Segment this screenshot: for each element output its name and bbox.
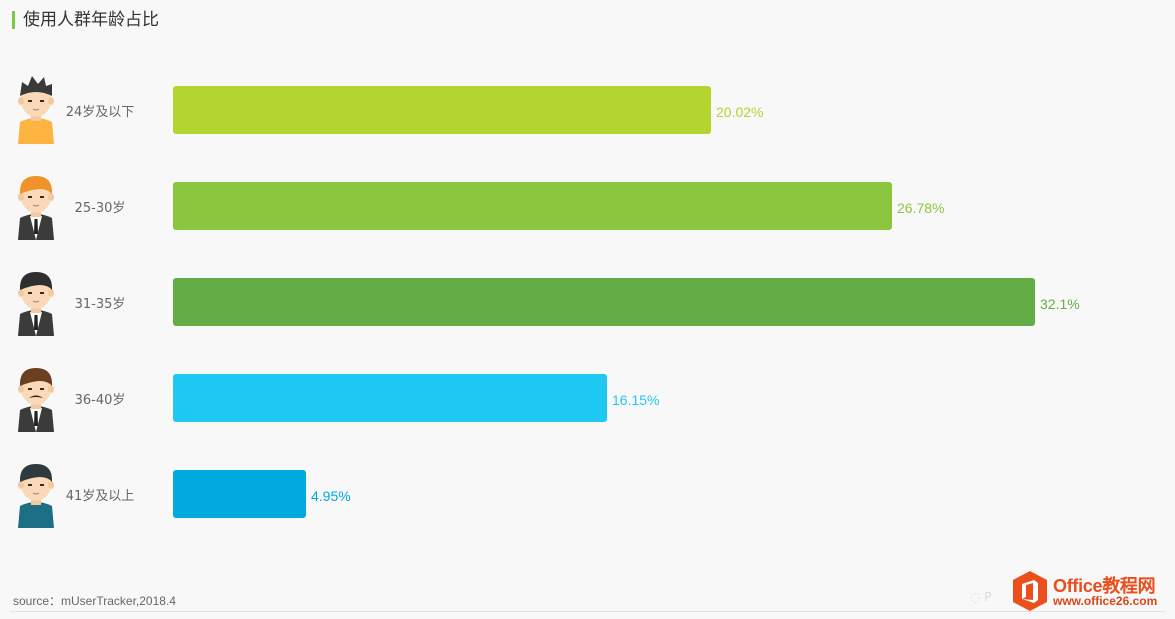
category-label: 31-35岁: [75, 297, 126, 312]
bar: [173, 278, 1035, 326]
avatar-hair: [19, 272, 53, 290]
avatar-tie: [34, 219, 38, 234]
source-note: source：mUserTracker,2018.4: [13, 594, 176, 608]
avatar-ear: [18, 289, 24, 297]
avatar-mouth: [32, 492, 40, 495]
title-accent-bar: [12, 11, 15, 29]
avatar-hair: [19, 176, 53, 194]
avatar-orange-hair-suit-icon: [18, 176, 54, 240]
avatar-mouth: [32, 204, 40, 207]
chart-title: 使用人群年龄占比: [23, 10, 159, 30]
avatar-mustache-suit-icon: [18, 368, 54, 432]
avatar-eye: [40, 484, 44, 486]
avatar-eye: [40, 388, 44, 390]
bar: [173, 374, 607, 422]
avatar-ear: [18, 385, 24, 393]
avatar-hair: [20, 76, 52, 96]
watermark: ◌ P Office教程网 www.office26.com: [970, 568, 1170, 616]
value-label: 26.78%: [897, 200, 944, 216]
avatar-eye: [40, 292, 44, 294]
avatar-tie: [34, 411, 38, 426]
avatar-ear: [48, 193, 54, 201]
avatar-older-teal-shirt-icon: [18, 464, 54, 528]
bar: [173, 182, 892, 230]
watermark-brand: Office教程网: [1053, 576, 1156, 596]
category-label: 25-30岁: [75, 201, 126, 216]
avatar-body: [18, 118, 54, 144]
avatar-ear: [48, 385, 54, 393]
avatar-eye: [28, 484, 32, 486]
avatar-body: [18, 502, 54, 528]
avatar-eye: [28, 100, 32, 102]
office-logo-icon: [1013, 571, 1047, 611]
category-label: 41岁及以上: [66, 489, 135, 504]
avatar-hair: [19, 368, 53, 386]
avatar-tie: [34, 315, 38, 330]
avatar-dark-hair-suit-icon: [18, 272, 54, 336]
avatar-eye: [40, 100, 44, 102]
wechat-icon: ◌ P: [970, 590, 992, 604]
avatar-mouth: [32, 300, 40, 303]
avatar-eye: [28, 196, 32, 198]
avatar-eye: [28, 292, 32, 294]
avatar-hair: [19, 464, 53, 482]
avatar-mustache: [29, 395, 43, 398]
avatar-ear: [48, 481, 54, 489]
avatar-mouth: [32, 108, 40, 111]
value-label: 32.1%: [1040, 296, 1080, 312]
avatar-ear: [48, 289, 54, 297]
category-label: 24岁及以下: [66, 105, 135, 120]
avatar-eye: [40, 196, 44, 198]
bar: [173, 86, 711, 134]
avatar-young-yellow-shirt-icon: [18, 76, 54, 144]
watermark-url: www.office26.com: [1053, 594, 1158, 608]
avatar-ear: [18, 97, 24, 105]
bar: [173, 470, 306, 518]
avatar-ear: [18, 193, 24, 201]
bottom-divider: [10, 611, 1165, 612]
value-label: 4.95%: [311, 488, 351, 504]
value-label: 20.02%: [716, 104, 763, 120]
avatar-ear: [18, 481, 24, 489]
avatar-eye: [28, 388, 32, 390]
avatar-ear: [48, 97, 54, 105]
category-label: 36-40岁: [75, 393, 126, 408]
value-label: 16.15%: [612, 392, 659, 408]
title-bar: 使用人群年龄占比: [12, 9, 159, 31]
